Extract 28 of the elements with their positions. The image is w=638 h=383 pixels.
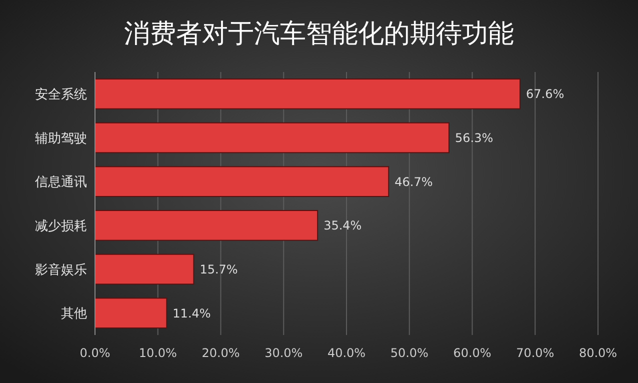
x-tick-label: 80.0% — [578, 346, 618, 360]
x-tick-label: 30.0% — [264, 346, 303, 360]
bar — [94, 78, 521, 110]
y-tick-label: 其他 — [61, 306, 87, 322]
data-label: 15.7% — [200, 262, 238, 276]
y-tick-label: 信息通讯 — [35, 175, 87, 190]
y-tick-label: 影音娱乐 — [35, 262, 87, 278]
y-tick-label: 安全系统 — [35, 86, 87, 102]
bar — [94, 166, 390, 197]
chart-title: 消费者对于汽车智能化的期待功能 — [124, 19, 514, 49]
x-tick-label: 0.0% — [80, 346, 110, 360]
x-tick-label: 70.0% — [516, 346, 554, 360]
data-label: 67.6% — [526, 87, 564, 102]
y-tick-label: 辅助驾驶 — [35, 131, 87, 146]
x-tick-label: 20.0% — [202, 346, 240, 360]
bar — [94, 298, 168, 328]
x-tick-label: 10.0% — [138, 346, 177, 360]
x-tick-label: 60.0% — [453, 346, 492, 360]
x-tick-label: 40.0% — [327, 346, 366, 360]
bar — [94, 254, 194, 285]
bar — [94, 122, 450, 154]
data-label: 46.7% — [394, 174, 433, 189]
data-label: 56.3% — [454, 130, 494, 145]
data-label: 11.4% — [172, 306, 211, 320]
data-label: 35.4% — [324, 218, 362, 233]
x-tick-label: 50.0% — [390, 346, 428, 360]
y-tick-label: 减少损耗 — [35, 218, 87, 234]
bar — [94, 210, 318, 241]
